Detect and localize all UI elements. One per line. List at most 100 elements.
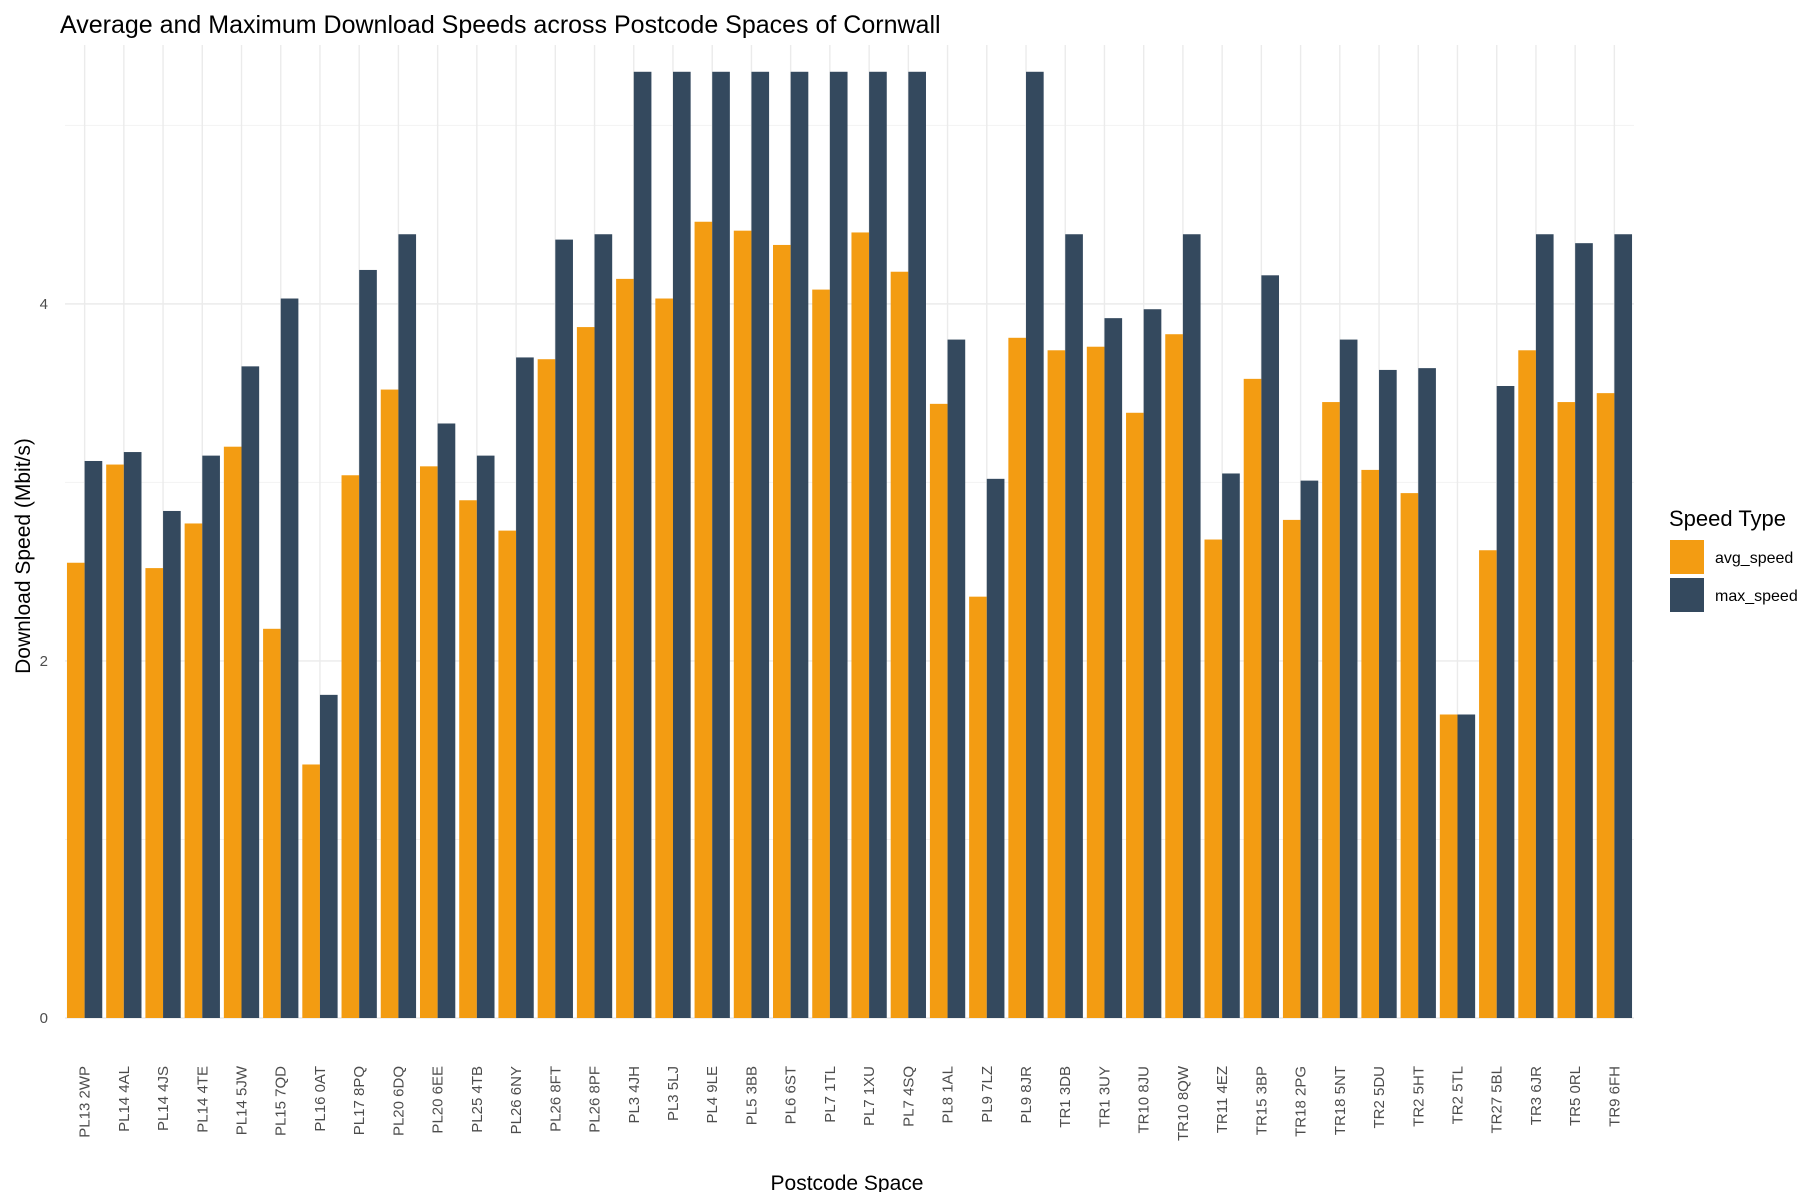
x-tick-label: PL26 6NY (508, 1066, 525, 1134)
bar-avg_speed (419, 466, 438, 1018)
bar-max_speed (241, 366, 260, 1018)
x-tick-label: TR18 5NT (1332, 1066, 1349, 1135)
bar-max_speed (1418, 368, 1436, 1018)
x-tick-label: TR1 3DB (1057, 1066, 1074, 1128)
bar-max_speed (1300, 480, 1319, 1018)
x-tick-label: TR27 5BL (1489, 1066, 1506, 1134)
bar-avg_speed (773, 244, 791, 1019)
bar-max_speed (398, 234, 417, 1019)
x-tick-label: TR18 2PG (1293, 1066, 1310, 1137)
bar-avg_speed (145, 568, 164, 1018)
bar-max_speed (123, 452, 142, 1018)
x-tick-label: TR2 5TL (1449, 1066, 1466, 1124)
bar-avg_speed (1439, 714, 1458, 1018)
bar-avg_speed (1282, 519, 1301, 1018)
x-tick-label: TR11 4EZ (1214, 1066, 1231, 1133)
x-tick-label: PL14 5JW (234, 1065, 251, 1135)
bar-avg_speed (1047, 350, 1066, 1018)
bar-max_speed (1026, 71, 1044, 1019)
legend: Speed Type avg_speed max_speed (1669, 506, 1798, 612)
bar-max_speed (516, 357, 534, 1019)
x-tick-label: PL17 8PQ (351, 1066, 368, 1135)
bar-avg_speed (184, 523, 203, 1018)
bar-avg_speed (1086, 346, 1105, 1019)
x-tick-label: PL13 2WP (77, 1066, 94, 1138)
legend-label-avg_speed: avg_speed (1715, 550, 1793, 567)
bar-max_speed (869, 71, 887, 1019)
bar-avg_speed (106, 464, 124, 1019)
y-tick-label: 4 (40, 296, 48, 313)
legend-swatch-avg_speed (1670, 540, 1704, 574)
bar-avg_speed (1400, 493, 1419, 1018)
x-tick-label: PL26 8FT (547, 1066, 564, 1132)
x-tick-label: PL20 6DQ (390, 1066, 407, 1136)
bar-avg_speed (380, 389, 399, 1018)
bar-max_speed (476, 455, 495, 1018)
bar-max_speed (1614, 234, 1633, 1019)
bar-max_speed (437, 423, 456, 1019)
bar-max_speed (555, 239, 573, 1019)
x-tick-label: TR9 6FH (1606, 1066, 1623, 1127)
grid-lines (65, 45, 1634, 1019)
x-tick-label: PL7 4SQ (900, 1066, 917, 1127)
bar-max_speed (1575, 243, 1593, 1018)
bar-max_speed (1182, 234, 1201, 1019)
bar-avg_speed (851, 232, 870, 1018)
bar-max_speed (1496, 385, 1515, 1018)
x-tick-label: TR10 8QW (1175, 1065, 1192, 1141)
bar-max_speed (1457, 714, 1476, 1018)
x-tick-label: PL14 4JS (155, 1066, 172, 1131)
bar-max_speed (1143, 309, 1162, 1018)
bar-max_speed (790, 71, 809, 1019)
bar-max_speed (594, 234, 613, 1019)
bar-avg_speed (1165, 334, 1183, 1018)
bar-avg_speed (812, 289, 830, 1018)
bar-avg_speed (302, 764, 320, 1018)
x-tick-label: PL7 1TL (822, 1066, 839, 1123)
bar-max_speed (672, 71, 691, 1019)
bars (66, 71, 1633, 1019)
legend-title: Speed Type (1669, 506, 1786, 531)
x-tick-label: PL5 3BB (743, 1066, 760, 1125)
x-tick-label: TR10 8JU (1136, 1066, 1153, 1134)
x-tick-label: PL14 4AL (116, 1066, 133, 1132)
bar-avg_speed (263, 628, 281, 1018)
x-tick-label: TR2 5HT (1410, 1066, 1427, 1127)
legend-label-max_speed: max_speed (1715, 588, 1798, 605)
bar-avg_speed (1479, 550, 1497, 1018)
chart-title: Average and Maximum Download Speeds acro… (60, 11, 941, 39)
bar-max_speed (1222, 473, 1240, 1018)
bar-max_speed (280, 298, 299, 1018)
x-tick-label: TR1 3UY (1096, 1066, 1113, 1128)
bar-avg_speed (969, 596, 987, 1018)
bar-max_speed (319, 694, 338, 1018)
bar-avg_speed (459, 500, 477, 1019)
x-tick-label: PL15 7QD (273, 1066, 290, 1136)
legend-items: avg_speed max_speed (1670, 540, 1798, 612)
bar-avg_speed (576, 327, 595, 1019)
y-tick-label: 2 (40, 653, 48, 670)
x-tick-label: PL9 7LZ (979, 1066, 996, 1123)
x-tick-label: PL6 6ST (783, 1066, 800, 1124)
x-tick-label: PL3 5LJ (665, 1066, 682, 1121)
x-tick-label: PL4 9LE (704, 1066, 721, 1124)
x-tick-label: TR2 5DU (1371, 1066, 1388, 1129)
bar-max_speed (1261, 275, 1280, 1019)
bar-max_speed (202, 455, 220, 1018)
bar-max_speed (1535, 234, 1554, 1019)
bar-max_speed (712, 71, 730, 1019)
bar-avg_speed (616, 278, 634, 1018)
x-tick-label: PL9 8JR (1018, 1066, 1035, 1124)
bar-avg_speed (1361, 469, 1380, 1018)
bar-avg_speed (1126, 412, 1144, 1019)
x-tick-label: PL25 4TB (469, 1066, 486, 1133)
x-tick-label: PL16 0AT (312, 1066, 329, 1132)
bar-avg_speed (1204, 539, 1223, 1018)
bar-max_speed (1379, 369, 1397, 1018)
x-axis-label: Postcode Space (771, 1172, 924, 1192)
bar-max_speed (359, 269, 377, 1019)
y-axis-label: Download Speed (Mbit/s) (12, 438, 35, 674)
bar-avg_speed (1243, 378, 1262, 1018)
bar-avg_speed (498, 530, 517, 1018)
